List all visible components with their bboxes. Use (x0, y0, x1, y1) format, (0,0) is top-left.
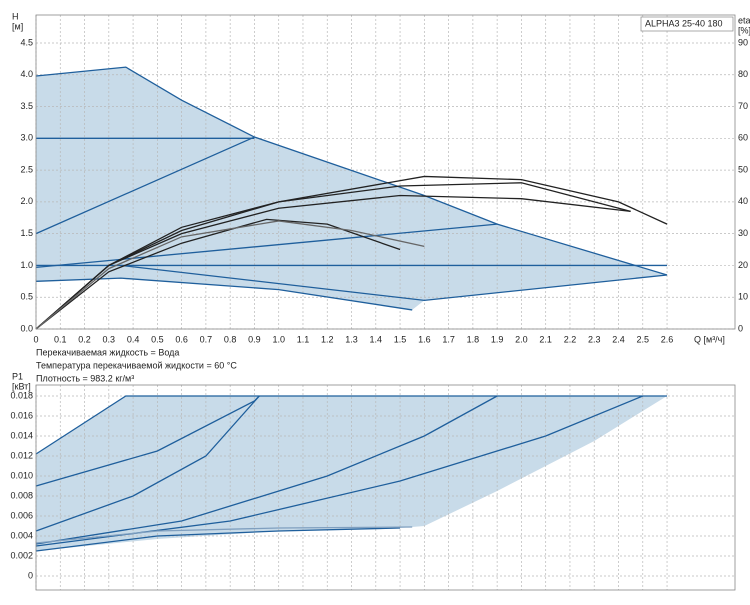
x-tick-label: 0 (33, 334, 38, 344)
curve (120, 264, 668, 302)
curve (35, 66, 668, 276)
x-tick-label: 1.5 (394, 334, 407, 344)
annotation: ALPHA3 25-40 180 (645, 18, 723, 28)
y-tick-label: 0.010 (10, 470, 33, 480)
y-tick-label: 1.5 (20, 228, 33, 238)
x-tick-label: 1.2 (321, 334, 334, 344)
y2-tick-label: 90 (738, 37, 748, 47)
x-tick-label: 1.7 (442, 334, 455, 344)
x-tick-label: 1.4 (370, 334, 383, 344)
y-tick-label: 0.5 (20, 292, 33, 302)
x-tick-label: 0.1 (54, 334, 67, 344)
x-tick-label: 0.5 (151, 334, 164, 344)
y2-tick-label: 60 (738, 133, 748, 143)
curve (35, 395, 644, 547)
y2-axis-label: eta (738, 15, 750, 25)
x-tick-label: 2.2 (564, 334, 577, 344)
y-tick-label: 2.5 (20, 164, 33, 174)
y-tick-label: 0.006 (10, 510, 33, 520)
curve (35, 526, 413, 544)
x-tick-label: 1.1 (297, 334, 310, 344)
x-tick-label: 0.9 (248, 334, 261, 344)
curve (35, 194, 631, 330)
x-tick-label: 1.0 (272, 334, 285, 344)
y-tick-label: 0.0 (20, 323, 33, 333)
y-tick-label: 4.5 (20, 37, 33, 47)
y2-tick-label: 10 (738, 292, 748, 302)
y-axis-label: H (12, 11, 19, 21)
y-tick-label: 1.0 (20, 260, 33, 270)
y-tick-label: 2.0 (20, 196, 33, 206)
x-tick-label: 2.6 (661, 334, 674, 344)
y2-tick-label: 40 (738, 196, 748, 206)
y-tick-label: 0.002 (10, 550, 33, 560)
x-tick-label: 2.5 (637, 334, 650, 344)
y-tick-label: 3.5 (20, 101, 33, 111)
y-tick-label: 0.016 (10, 410, 33, 420)
x-tick-label: 2.4 (612, 334, 625, 344)
x-tick-label: 0.7 (200, 334, 213, 344)
x-tick-label: 0.4 (127, 334, 140, 344)
y2-tick-label: 80 (738, 69, 748, 79)
plot-frame (35, 384, 736, 591)
x-tick-label: 2.3 (588, 334, 601, 344)
x-tick-label: 1.3 (345, 334, 358, 344)
x-tick-label: 0.8 (224, 334, 237, 344)
curve (35, 395, 498, 545)
x-tick-label: 1.8 (467, 334, 480, 344)
note: Перекачиваемая жидкость = Вода (36, 347, 179, 357)
y2-tick-label: 30 (738, 228, 748, 238)
y-axis-label: [м] (12, 21, 23, 31)
y2-tick-label: 50 (738, 164, 748, 174)
curve (35, 220, 425, 330)
y-tick-label: 0.018 (10, 390, 33, 400)
y-tick-label: 3.0 (20, 133, 33, 143)
plot-frame (35, 14, 736, 330)
curve (35, 395, 668, 455)
y2-tick-label: 70 (738, 101, 748, 111)
y-tick-label: 0.014 (10, 430, 33, 440)
curve (35, 527, 401, 552)
x-tick-label: 1.6 (418, 334, 431, 344)
curve (35, 395, 260, 532)
curve (35, 277, 413, 311)
note: Температура перекачиваемой жидкости = 60… (36, 360, 237, 370)
y-tick-label: 4.0 (20, 69, 33, 79)
y-tick-label: 0.012 (10, 450, 33, 460)
y-tick-label: 0.004 (10, 530, 33, 540)
y-tick-label: 0.008 (10, 490, 33, 500)
x-tick-label: 1.9 (491, 334, 504, 344)
x-tick-label: 0.2 (78, 334, 91, 344)
y2-tick-label: 0 (738, 323, 743, 333)
y-axis-label: P1 (12, 371, 23, 381)
y-tick-label: 0 (28, 570, 33, 580)
y-axis-label: [кВт] (12, 381, 31, 391)
note: Плотность = 983.2 кг/м³ (36, 373, 134, 383)
curve (35, 223, 498, 268)
x-tick-label: 0.6 (175, 334, 188, 344)
annotation-box (640, 16, 734, 32)
x-axis-label: Q [м³/ч] (694, 334, 725, 344)
x-tick-label: 2.1 (539, 334, 552, 344)
curve (35, 136, 255, 235)
y2-tick-label: 20 (738, 260, 748, 270)
y2-axis-label: [%] (738, 25, 750, 35)
x-tick-label: 0.3 (103, 334, 116, 344)
x-tick-label: 2.0 (515, 334, 528, 344)
